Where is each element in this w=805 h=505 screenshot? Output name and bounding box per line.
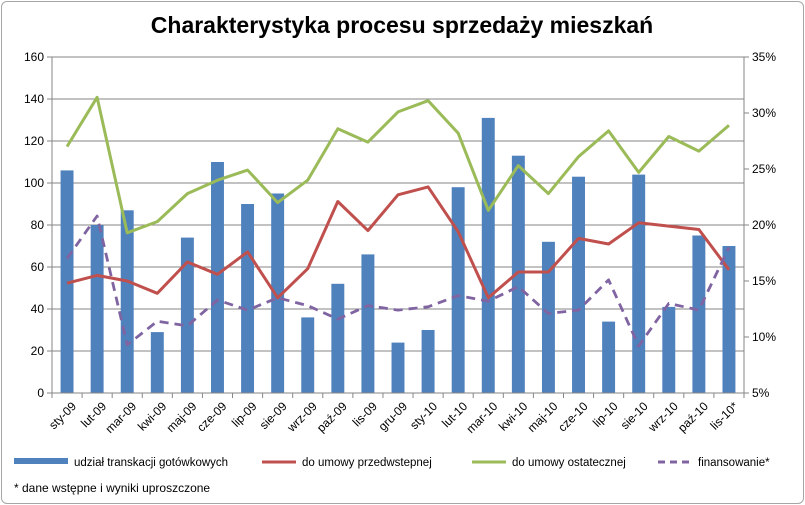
- series-line: [65, 214, 731, 348]
- x-tick-label: sie-10: [618, 399, 651, 432]
- bar: [241, 204, 255, 393]
- bar: [421, 330, 435, 393]
- x-tick-label: lip-09: [229, 399, 260, 430]
- bar: [511, 155, 525, 393]
- bar: [120, 210, 134, 393]
- right-tick-label: 15%: [752, 274, 776, 288]
- x-tick-label: gru-09: [376, 399, 411, 434]
- bar: [90, 225, 104, 393]
- legend: udział transkacji gotówkowych do umowy pr…: [14, 457, 770, 469]
- legend-label: do umowy przedwstepnej: [302, 457, 432, 469]
- legend-label: do umowy ostatecznej: [512, 457, 626, 469]
- bar: [722, 246, 736, 393]
- right-tick-label: 20%: [752, 218, 776, 232]
- legend-label: finansowanie*: [698, 457, 770, 469]
- x-tick-label: mar-09: [102, 399, 139, 436]
- bar-series: [60, 117, 736, 394]
- left-tick-label: 60: [31, 260, 45, 274]
- gridlines: [52, 56, 744, 352]
- x-tick-label: mar-10: [464, 399, 501, 436]
- x-tick-label: paź-09: [314, 399, 350, 435]
- bar: [180, 237, 194, 393]
- left-tick-label: 140: [24, 92, 44, 106]
- left-tick-label: 20: [31, 344, 45, 358]
- x-tick-label: lis-10*: [708, 399, 742, 433]
- footnote: * dane wstępne i wyniki uproszczone: [14, 481, 211, 495]
- bar: [331, 283, 345, 393]
- bar: [361, 254, 375, 393]
- bar: [150, 332, 164, 393]
- bar: [301, 317, 315, 393]
- left-tick-label: 120: [24, 134, 44, 148]
- left-tick-label: 160: [24, 50, 44, 64]
- x-tick-label: lip-10: [590, 399, 621, 430]
- legend-swatch: [14, 458, 68, 464]
- bar: [451, 187, 465, 393]
- series-line: [65, 95, 730, 235]
- x-tick-label: kwi-10: [496, 399, 531, 434]
- x-tick-label: kwi-09: [135, 399, 170, 434]
- x-tick-label: sty-10: [407, 399, 440, 432]
- bar: [692, 235, 706, 393]
- left-tick-label: 40: [31, 302, 45, 316]
- series-line: [66, 185, 731, 300]
- right-tick-label: 25%: [752, 162, 776, 176]
- x-tick-label: wrz-10: [645, 399, 681, 435]
- left-tick-label: 0: [37, 386, 44, 400]
- bar: [391, 342, 405, 393]
- chart-title: Charakterystyka procesu sprzedaży mieszk…: [151, 12, 653, 38]
- bar: [602, 321, 616, 393]
- bar: [572, 176, 585, 393]
- right-tick-label: 10%: [752, 330, 776, 344]
- bar: [662, 306, 676, 393]
- right-tick-label: 30%: [752, 106, 776, 120]
- left-tick-label: 80: [31, 218, 45, 232]
- right-tick-label: 5%: [752, 386, 770, 400]
- bar: [271, 193, 285, 393]
- line-series: [65, 95, 731, 348]
- bar: [632, 174, 646, 393]
- x-tick-label: paź-10: [675, 399, 711, 435]
- bar: [211, 162, 224, 393]
- right-tick-label: 35%: [752, 50, 776, 64]
- x-tick-label: wrz-09: [284, 399, 320, 435]
- x-tick-label: maj-10: [525, 399, 561, 435]
- bar: [481, 117, 495, 394]
- legend-label: udział transkacji gotówkowych: [74, 457, 228, 469]
- left-tick-label: 100: [24, 176, 44, 190]
- x-tick-label: cze-09: [194, 399, 230, 435]
- x-tick-label: maj-09: [164, 399, 200, 435]
- x-tick-label: sty-09: [46, 399, 79, 432]
- x-tick-label: sie-09: [257, 399, 290, 432]
- x-tick-label: cze-10: [555, 399, 591, 435]
- bar: [541, 241, 555, 393]
